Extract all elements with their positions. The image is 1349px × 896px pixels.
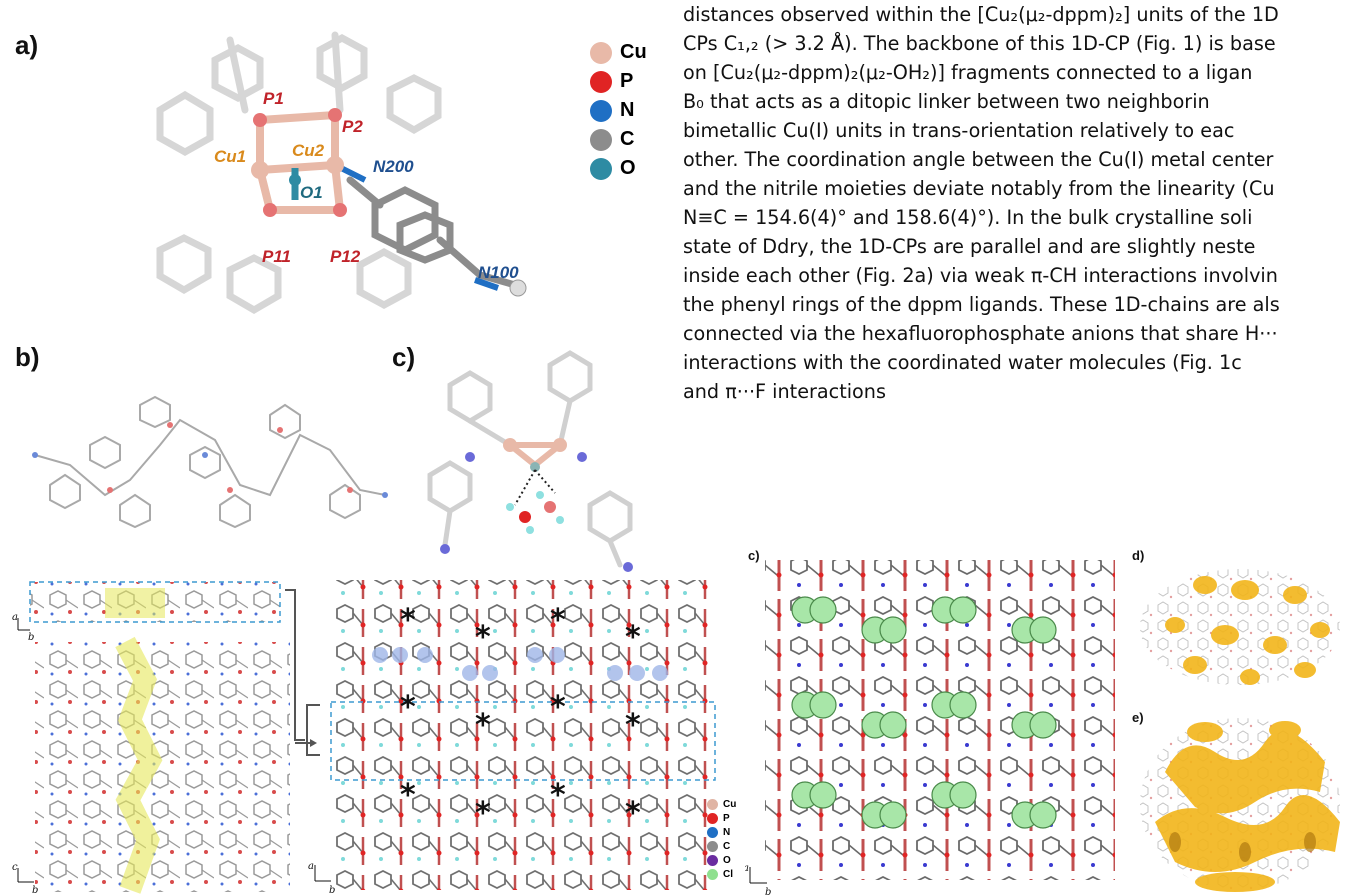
paragraph-line: interactions with the coordinated water … [683, 351, 1242, 374]
panel-label-bottom-d: d) [1132, 548, 1145, 563]
paragraph-line: and the nitrile moieties deviate notably… [683, 177, 1275, 200]
paragraph-line: other. The coordination angle between th… [683, 148, 1274, 171]
paragraph-line: the phenyl rings of the dppm ligands. Th… [683, 293, 1280, 316]
axis-b: b [329, 885, 335, 896]
paragraph-line: on [Cu₂(μ₂-dppm)₂(μ₂-OH₂)] fragments con… [683, 61, 1253, 84]
body-paragraph: distances observed within the [Cu₂(μ₂-dp… [683, 0, 1349, 480]
interaction-detail-c [427, 350, 633, 572]
axis-b-bottom: b [32, 885, 38, 896]
panel-label-bottom-c: c) [748, 548, 760, 563]
label-cu2: Cu2 [292, 141, 325, 160]
paragraph-line: distances observed within the [Cu₂(μ₂-dp… [683, 3, 1279, 26]
panel-label-b: b) [15, 342, 40, 372]
axis-b: b [765, 887, 771, 896]
legend-item-p: P [590, 67, 647, 96]
star-marker: * [400, 603, 416, 638]
label-n200: N200 [373, 157, 414, 176]
o-swatch [590, 157, 612, 180]
legend-item-o: O [590, 154, 647, 183]
axis-a: a [12, 612, 18, 623]
dashed-selection-box [29, 581, 281, 623]
star-marker: * [475, 796, 491, 831]
molecule-structure-a: P1 P2 Cu1 Cu2 O1 N200 P11 P12 N100 [156, 31, 527, 315]
chain-structure-b [32, 395, 388, 529]
legend-item-o: O [707, 853, 736, 867]
label-cu1: Cu1 [214, 147, 246, 166]
axis-b: b [28, 632, 34, 643]
paragraph-line: inside each other (Fig. 2a) via weak π-C… [683, 264, 1278, 287]
legend-item-cl: Cl [707, 867, 736, 881]
star-marker: * [400, 778, 416, 813]
legend-item-c: C [590, 125, 647, 154]
legend-item-n: N [590, 96, 647, 125]
paragraph-line: bimetallic Cu(I) units in trans-orientat… [683, 119, 1235, 142]
p-swatch [590, 70, 612, 93]
axis-a: a [308, 861, 314, 872]
star-marker: * [625, 796, 641, 831]
paragraph-line: N≡C = 154.6(4)° and 158.6(4)°). In the b… [683, 206, 1253, 229]
paragraph-line: B₀ that acts as a ditopic linker between… [683, 90, 1210, 113]
star-marker: * [475, 708, 491, 743]
void-map-e [1140, 718, 1340, 892]
panel-label-a: a) [15, 30, 39, 60]
star-marker: * [625, 620, 641, 655]
void-map-d [1140, 569, 1340, 685]
star-marker: * [400, 690, 416, 725]
dashed-selection-box [330, 701, 716, 781]
element-legend-small: Cu P N C O Cl [707, 797, 736, 881]
legend-item-p: P [707, 811, 736, 825]
star-marker: * [550, 603, 566, 638]
label-n100: N100 [478, 263, 519, 282]
panel-label-c: c) [392, 342, 416, 372]
legend-item-c: C [707, 839, 736, 853]
legend-item-cu: Cu [590, 38, 647, 67]
n-swatch [590, 99, 612, 122]
packing-left-panel: a b c b [12, 581, 305, 896]
legend-item-n: N [707, 825, 736, 839]
c-swatch [590, 128, 612, 151]
label-o1: O1 [300, 183, 323, 202]
label-p12: P12 [330, 247, 361, 266]
packing-middle-panel: * * * * * * * * * * * * a b [295, 580, 716, 896]
paragraph-line: CPs C₁,₂ (> 3.2 Å). The backbone of this… [683, 32, 1276, 55]
element-legend: Cu P N C O [590, 38, 647, 183]
star-marker: * [625, 708, 641, 743]
paragraph-line: connected via the hexafluorophosphate an… [683, 322, 1278, 345]
paragraph-line: and π···F interactions [683, 380, 886, 403]
packing-right-panel-c: a b [745, 560, 1115, 896]
legend-item-cu: Cu [707, 797, 736, 811]
axis-a: a [745, 863, 749, 874]
star-marker: * [475, 620, 491, 655]
paragraph-line: state of Ddry, the 1D-CPs are parallel a… [683, 235, 1256, 258]
label-p1: P1 [263, 89, 284, 108]
label-p11: P11 [262, 247, 291, 266]
star-marker: * [550, 778, 566, 813]
star-marker: * [550, 690, 566, 725]
panel-label-bottom-e: e) [1132, 710, 1144, 725]
axis-c: c [12, 862, 18, 873]
label-p2: P2 [342, 117, 363, 136]
cu-swatch [590, 41, 612, 64]
